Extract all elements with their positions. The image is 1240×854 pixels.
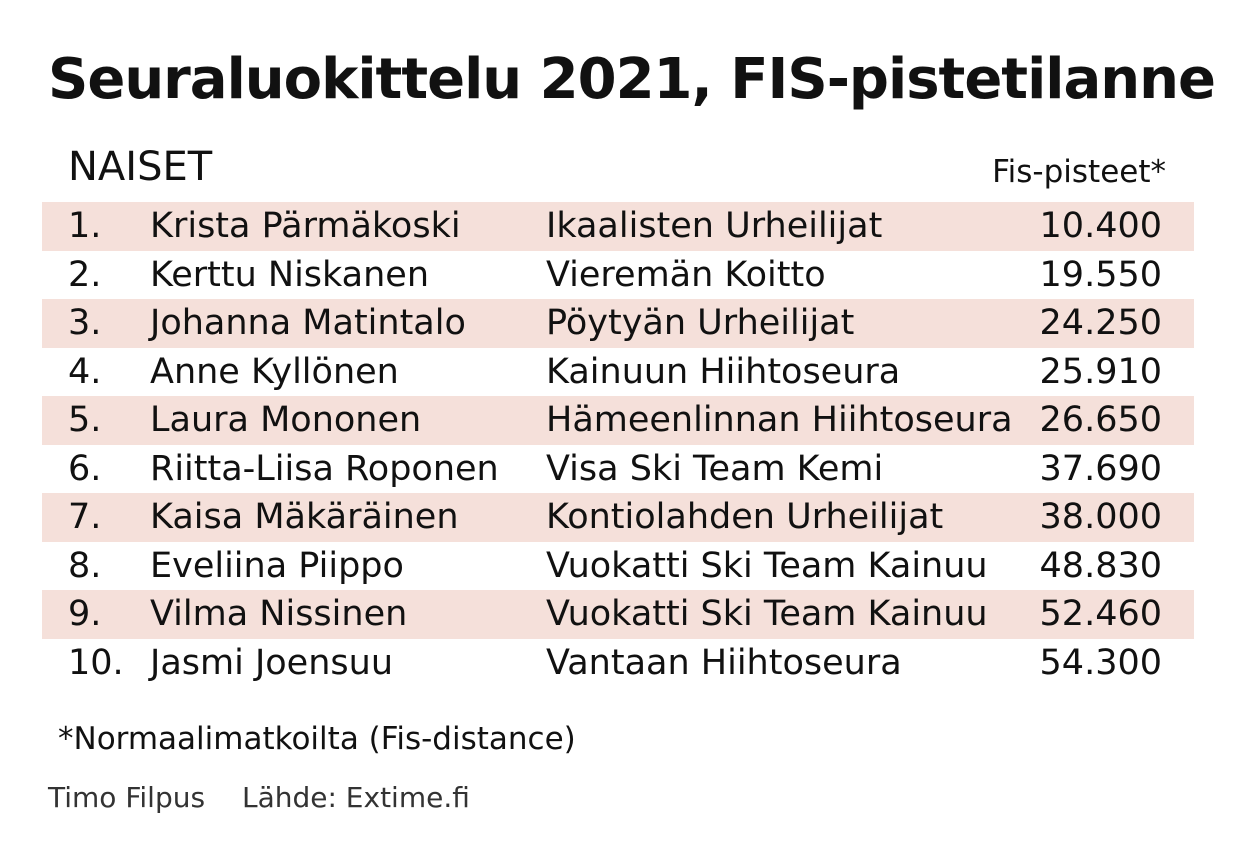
points-column-header: Fis-pisteet* (992, 154, 1166, 190)
points-cell: 25.910 (1039, 351, 1162, 392)
ranking-table: 1. Krista Pärmäkoski Ikaalisten Urheilijat… (42, 202, 1194, 687)
table-row: 3. Johanna Matintalo Pöytyän Urheilijat 24.… (42, 299, 1194, 348)
club-cell: Ikaalisten Urheilijat (546, 206, 883, 246)
rank-cell: 2. (68, 254, 102, 295)
table-row: 1. Krista Pärmäkoski Ikaalisten Urheilijat… (42, 202, 1194, 251)
rank-cell: 7. (68, 497, 102, 537)
athlete-name-cell: Jasmi Joensuu (150, 642, 394, 683)
club-cell: Hämeenlinnan Hiihtoseura (546, 400, 1013, 440)
athlete-name-cell: Anne Kyllönen (150, 351, 399, 392)
club-cell: Visa Ski Team Kemi (546, 448, 884, 489)
club-cell: Vuokatti Ski Team Kainuu (546, 545, 988, 586)
author-credit: Timo Filpus (48, 781, 206, 814)
table-row: 8. Eveliina Piippo Vuokatti Ski Team Kainu… (42, 542, 1194, 591)
source-credit: Lähde: Extime.fi (241, 781, 470, 814)
rank-cell: 10. (68, 642, 124, 683)
points-cell: 37.690 (1039, 448, 1162, 489)
club-cell: Vantaan Hiihtoseura (546, 642, 902, 683)
footnote: *Normaalimatkoilta (Fis-distance) (58, 721, 576, 757)
athlete-name-cell: Kaisa Mäkäräinen (150, 497, 459, 537)
points-cell: 54.300 (1039, 642, 1162, 683)
rank-cell: 3. (68, 303, 102, 343)
table-row: 7. Kaisa Mäkäräinen Kontiolahden Urheilija… (42, 493, 1194, 542)
table-row: 6. Riitta-Liisa Roponen Visa Ski Team Kemi… (42, 445, 1194, 494)
athlete-name-cell: Riitta-Liisa Roponen (150, 448, 499, 489)
rank-cell: 5. (68, 400, 102, 440)
points-cell: 19.550 (1039, 254, 1162, 295)
club-cell: Kontiolahden Urheilijat (546, 497, 944, 537)
table-row: 4. Anne Kyllönen Kainuun Hiihtoseura 25.910 (42, 348, 1194, 397)
points-cell: 10.400 (1039, 206, 1162, 246)
club-cell: Kainuun Hiihtoseura (546, 351, 901, 392)
table-row: 10. Jasmi Joensuu Vantaan Hiihtoseura 54.30… (42, 639, 1194, 688)
athlete-name-cell: Vilma Nissinen (150, 594, 408, 634)
athlete-name-cell: Laura Mononen (150, 400, 422, 440)
athlete-name-cell: Krista Pärmäkoski (150, 206, 461, 246)
rank-cell: 9. (68, 594, 102, 634)
table-row: 2. Kerttu Niskanen Vieremän Koitto 19.550 (42, 251, 1194, 300)
club-cell: Vieremän Koitto (546, 254, 826, 295)
club-cell: Pöytyän Urheilijat (546, 303, 855, 343)
points-cell: 48.830 (1039, 545, 1162, 586)
section-label: NAISET (68, 144, 213, 190)
table-row: 5. Laura Mononen Hämeenlinnan Hiihtoseura 2… (42, 396, 1194, 445)
rank-cell: 6. (68, 448, 102, 489)
points-cell: 26.650 (1039, 400, 1162, 440)
points-cell: 52.460 (1039, 594, 1162, 634)
table-row: 9. Vilma Nissinen Vuokatti Ski Team Kainuu… (42, 590, 1194, 639)
points-cell: 38.000 (1039, 497, 1162, 537)
club-cell: Vuokatti Ski Team Kainuu (546, 594, 988, 634)
athlete-name-cell: Johanna Matintalo (150, 303, 466, 343)
credits: Timo Filpus Lähde: Extime.fi (48, 776, 470, 820)
athlete-name-cell: Kerttu Niskanen (150, 254, 430, 295)
rank-cell: 1. (68, 206, 102, 246)
chart-title: Seuraluokittelu 2021, FIS-pistetilanne (48, 47, 1216, 112)
rank-cell: 4. (68, 351, 102, 392)
rank-cell: 8. (68, 545, 102, 586)
athlete-name-cell: Eveliina Piippo (150, 545, 404, 586)
points-cell: 24.250 (1039, 303, 1162, 343)
